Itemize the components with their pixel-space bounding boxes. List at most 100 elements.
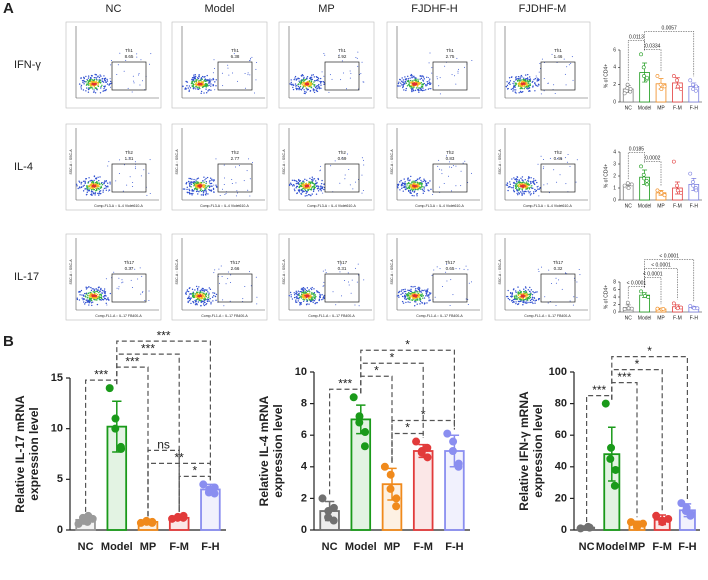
flow-event — [134, 268, 136, 270]
flow-event — [208, 185, 210, 187]
flow-event — [302, 186, 305, 188]
flow-event — [103, 288, 106, 290]
flow-event — [311, 78, 314, 81]
flow-plot-frame — [494, 123, 591, 211]
flow-event — [515, 76, 517, 78]
flow-event — [106, 83, 109, 85]
flow-event — [198, 299, 200, 302]
flow-event — [302, 78, 304, 81]
flow-event — [516, 192, 518, 195]
flow-event — [139, 84, 141, 86]
flow-event — [522, 292, 524, 295]
flow-event — [101, 289, 104, 292]
flow-event — [193, 188, 196, 190]
flow-event — [561, 288, 563, 290]
flow-event — [197, 77, 200, 80]
flow-event — [313, 297, 316, 300]
flow-event — [309, 194, 311, 196]
flow-event — [219, 282, 221, 284]
flow-event — [94, 183, 96, 186]
flow-event — [83, 295, 85, 297]
flow-event — [316, 290, 318, 292]
flow-event — [193, 178, 195, 181]
flow-event — [102, 189, 104, 191]
flow-event — [191, 189, 194, 191]
flow-event — [210, 83, 212, 85]
x-tick-label: F-M — [169, 541, 189, 553]
gate-value: 8.65 — [125, 54, 134, 59]
flow-event — [512, 82, 514, 85]
flow-event — [188, 183, 191, 185]
flow-event — [198, 191, 200, 193]
significance-label: *** — [157, 328, 171, 342]
flow-event — [206, 300, 209, 302]
y-tick-label: 0 — [613, 197, 616, 203]
flow-event — [397, 187, 399, 189]
flow-event — [428, 80, 430, 82]
flow-event — [312, 189, 315, 191]
flow-event — [88, 301, 90, 303]
flow-event — [204, 84, 206, 86]
flow-event — [193, 74, 195, 76]
flow-event — [309, 90, 312, 92]
gate-value: 0.69 — [338, 156, 347, 161]
data-point — [675, 183, 679, 188]
flow-event — [357, 65, 359, 67]
flow-event — [516, 189, 518, 191]
flow-event — [313, 84, 315, 86]
flow-event — [220, 265, 222, 267]
flow-event — [320, 186, 323, 188]
flow-event — [525, 183, 527, 185]
flow-event — [425, 292, 428, 294]
flow-event — [98, 80, 100, 82]
flow-event — [425, 295, 427, 297]
significance-label: *** — [125, 354, 139, 368]
y-tick-label: 0 — [57, 524, 63, 536]
flow-event — [293, 292, 295, 294]
flow-event — [209, 179, 211, 182]
flow-event — [201, 300, 204, 302]
flow-event — [537, 85, 539, 87]
panel-label: B — [3, 333, 14, 350]
flow-event — [513, 298, 516, 301]
flow-event — [569, 300, 571, 302]
flow-event — [463, 268, 465, 270]
flow-event — [513, 301, 515, 303]
flow-event — [421, 83, 423, 86]
flow-event — [419, 182, 421, 185]
flow-event — [532, 302, 534, 305]
flow-event — [137, 278, 139, 280]
flow-event — [519, 85, 521, 87]
flow-event — [410, 82, 412, 84]
flow-event — [298, 87, 301, 90]
flow-event — [414, 285, 416, 288]
flow-event — [454, 75, 456, 77]
flow-event — [446, 280, 448, 282]
flow-event — [93, 179, 95, 182]
flow-event — [206, 85, 209, 87]
flow-plot-frame — [386, 233, 483, 321]
significance-bracket — [644, 49, 662, 72]
flow-event — [303, 80, 305, 83]
flow-event — [415, 293, 417, 295]
flow-event — [507, 289, 509, 292]
gate — [324, 273, 360, 303]
flow-event — [304, 291, 306, 294]
flow-event — [528, 90, 530, 92]
flow-event — [511, 299, 514, 302]
flow-event — [553, 84, 555, 86]
flow-event — [194, 187, 197, 189]
gate-value: 0.46 — [554, 156, 563, 161]
x-tick-label: MP — [657, 315, 665, 321]
data-point — [360, 442, 369, 451]
flow-event — [403, 83, 405, 85]
data-point — [355, 418, 364, 427]
flow-event — [417, 288, 420, 291]
flow-event — [532, 192, 535, 195]
flow-event — [417, 87, 419, 89]
flow-event — [205, 180, 208, 183]
flow-event — [201, 291, 203, 293]
flow-event — [95, 177, 98, 179]
flow-event — [100, 295, 102, 297]
flow-event — [202, 180, 204, 182]
